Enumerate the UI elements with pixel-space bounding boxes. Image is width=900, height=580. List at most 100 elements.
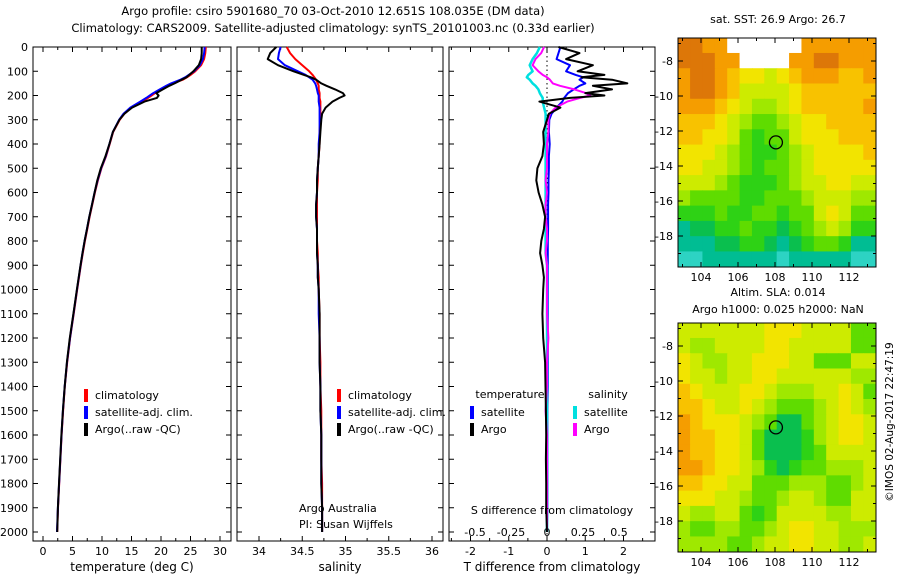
svg-text:106: 106 (728, 271, 749, 284)
s-difference-axis-label: S difference from climatology (470, 504, 634, 517)
legend-item-s-satellite: satellite (573, 404, 628, 421)
legend-item-climatology: climatology (337, 387, 446, 404)
svg-text:-0.25: -0.25 (497, 526, 525, 539)
svg-text:1900: 1900 (0, 502, 28, 515)
svg-text:500: 500 (7, 162, 28, 175)
annotation-argo-australia: Argo Australia (299, 502, 377, 515)
svg-text:300: 300 (7, 114, 28, 127)
svg-text:200: 200 (7, 90, 28, 103)
svg-text:900: 900 (7, 259, 28, 272)
legend-item-satellite-clim: satellite-adj. clim. (337, 404, 446, 421)
legend-label-climatology: climatology (348, 389, 412, 402)
difference-legend-salinity-heading: salinity (588, 388, 628, 401)
legend-item-t-argo: Argo (470, 421, 525, 438)
svg-text:-16: -16 (655, 195, 673, 208)
svg-text:-14: -14 (655, 445, 673, 458)
svg-text:1800: 1800 (0, 478, 28, 491)
sla_map: 104 106 108 110 112 -8 -10 -12 -14 -16 -18 (655, 322, 877, 569)
svg-text:-10: -10 (655, 375, 673, 388)
figure-title-line1: Argo profile: csiro 5901680_70 03-Oct-20… (121, 4, 545, 18)
sla-map-title-line1: Altim. SLA: 0.014 (730, 286, 826, 299)
svg-text:2000: 2000 (0, 526, 28, 539)
float-position-marker (768, 420, 784, 435)
t-argo-line-swatch (470, 423, 474, 436)
legend-label-climatology: climatology (95, 389, 159, 402)
legend-label-t-argo: Argo (481, 423, 507, 436)
svg-text:108: 108 (765, 271, 786, 284)
svg-text:-2: -2 (465, 545, 476, 558)
legend-label-t-satellite: satellite (481, 406, 525, 419)
svg-text:0: 0 (21, 41, 28, 54)
sla_map-field (678, 323, 876, 552)
svg-text:0.25: 0.25 (571, 526, 596, 539)
svg-text:-16: -16 (655, 480, 673, 493)
svg-text:100: 100 (7, 65, 28, 78)
svg-text:1700: 1700 (0, 453, 28, 466)
svg-text:1400: 1400 (0, 381, 28, 394)
svg-text:1: 1 (582, 545, 589, 558)
legend-label-s-satellite: satellite (584, 406, 628, 419)
svg-text:-18: -18 (655, 515, 673, 528)
svg-text:35.5: 35.5 (377, 545, 402, 558)
copyright-watermark: ©IMOS 02-Aug-2017 22:47:19 (884, 342, 896, 502)
svg-text:112: 112 (839, 271, 860, 284)
legend-label-argo: Argo(..raw -QC) (95, 423, 181, 436)
climatology-line-swatch (337, 389, 341, 402)
legend-label-s-argo: Argo (584, 423, 610, 436)
svg-text:1100: 1100 (0, 308, 28, 321)
difference-legend-temperature: satellite Argo (470, 404, 525, 438)
svg-text:0: 0 (40, 545, 47, 558)
sst_map-field (678, 38, 876, 267)
svg-text:-14: -14 (655, 160, 673, 173)
t-difference-axis-label: T difference from climatology (463, 560, 641, 574)
svg-text:-12: -12 (655, 410, 673, 423)
svg-text:10: 10 (95, 545, 109, 558)
svg-text:112: 112 (839, 556, 860, 569)
s-argo-line-swatch (573, 423, 577, 436)
svg-text:25: 25 (184, 545, 198, 558)
svg-text:1600: 1600 (0, 429, 28, 442)
svg-text:35: 35 (339, 545, 353, 558)
svg-text:34.5: 34.5 (290, 545, 315, 558)
difference_profile: -2 -1 0 1 2 -0.5 -0.25 0 0.25 0.5 (448, 46, 656, 558)
sla-map-title-line2: Argo h1000: 0.025 h2000: NaN (692, 303, 864, 316)
svg-text:0: 0 (544, 526, 551, 539)
figure-title-line2: Climatology: CARS2009. Satellite-adjuste… (71, 21, 595, 35)
svg-text:0.5: 0.5 (610, 526, 628, 539)
satellite-clim-line-swatch (337, 406, 341, 419)
temperature_profile: 0 5 10 15 20 25 300100200300400500600700800900… (0, 41, 232, 558)
legend-label-satellite-clim: satellite-adj. clim. (95, 406, 193, 419)
svg-text:-8: -8 (662, 340, 673, 353)
satellite-clim-line-swatch (84, 406, 88, 419)
argo-line-swatch (337, 423, 341, 436)
svg-text:1300: 1300 (0, 356, 28, 369)
svg-text:20: 20 (154, 545, 168, 558)
legend-item-t-satellite: satellite (470, 404, 525, 421)
svg-text:1200: 1200 (0, 332, 28, 345)
climatology-line-swatch (84, 389, 88, 402)
svg-text:108: 108 (765, 556, 786, 569)
temperature-panel-legend: climatology satellite-adj. clim. Argo(..… (84, 387, 193, 438)
salinity-axis-label: salinity (318, 560, 362, 574)
argo-line-swatch (84, 423, 88, 436)
difference-legend-temperature-heading: temperature (475, 388, 545, 401)
svg-text:700: 700 (7, 211, 28, 224)
legend-label-satellite-clim: satellite-adj. clim. (348, 406, 446, 419)
legend-item-s-argo: Argo (573, 421, 628, 438)
sst_map: 104 106 108 110 112 -8 -10 -12 -14 -16 -18 (655, 37, 877, 284)
svg-text:104: 104 (691, 556, 712, 569)
legend-item-climatology: climatology (84, 387, 193, 404)
svg-text:800: 800 (7, 235, 28, 248)
svg-text:104: 104 (691, 271, 712, 284)
svg-text:34: 34 (252, 545, 266, 558)
svg-text:36: 36 (425, 545, 439, 558)
svg-text:-10: -10 (655, 90, 673, 103)
temperature-axis-label: temperature (deg C) (70, 560, 194, 574)
legend-item-satellite-clim: satellite-adj. clim. (84, 404, 193, 421)
svg-text:15: 15 (125, 545, 139, 558)
svg-text:5: 5 (69, 545, 76, 558)
float-position-marker (768, 135, 784, 150)
svg-text:106: 106 (728, 556, 749, 569)
